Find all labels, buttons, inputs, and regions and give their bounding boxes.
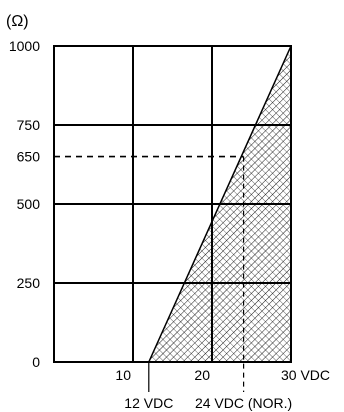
x-tick-label: 20 [194,367,210,383]
y-tick-label: 500 [17,196,41,212]
voltage-annotations: 12 VDC 24 VDC (NOR.) [124,362,292,411]
x-tick-label: 10 [115,367,131,383]
annotation-label: 24 VDC (NOR.) [195,395,292,411]
y-tick-label: 650 [17,149,41,165]
plot-frame [53,45,292,363]
x-tick-labels: 10 20 30 VDC [115,367,330,383]
grid-lines [54,46,291,362]
y-tick-label: 0 [32,354,40,370]
y-tick-label: 1000 [9,38,40,54]
y-tick-labels: 0 250 500 650 750 1000 [9,38,40,370]
annotation-label: 12 VDC [124,395,173,411]
reference-lines [54,155,245,392]
y-unit-label: (Ω) [6,13,29,30]
y-tick-label: 750 [17,117,41,133]
x-tick-label: 30 VDC [281,367,330,383]
y-tick-label: 250 [17,275,41,291]
